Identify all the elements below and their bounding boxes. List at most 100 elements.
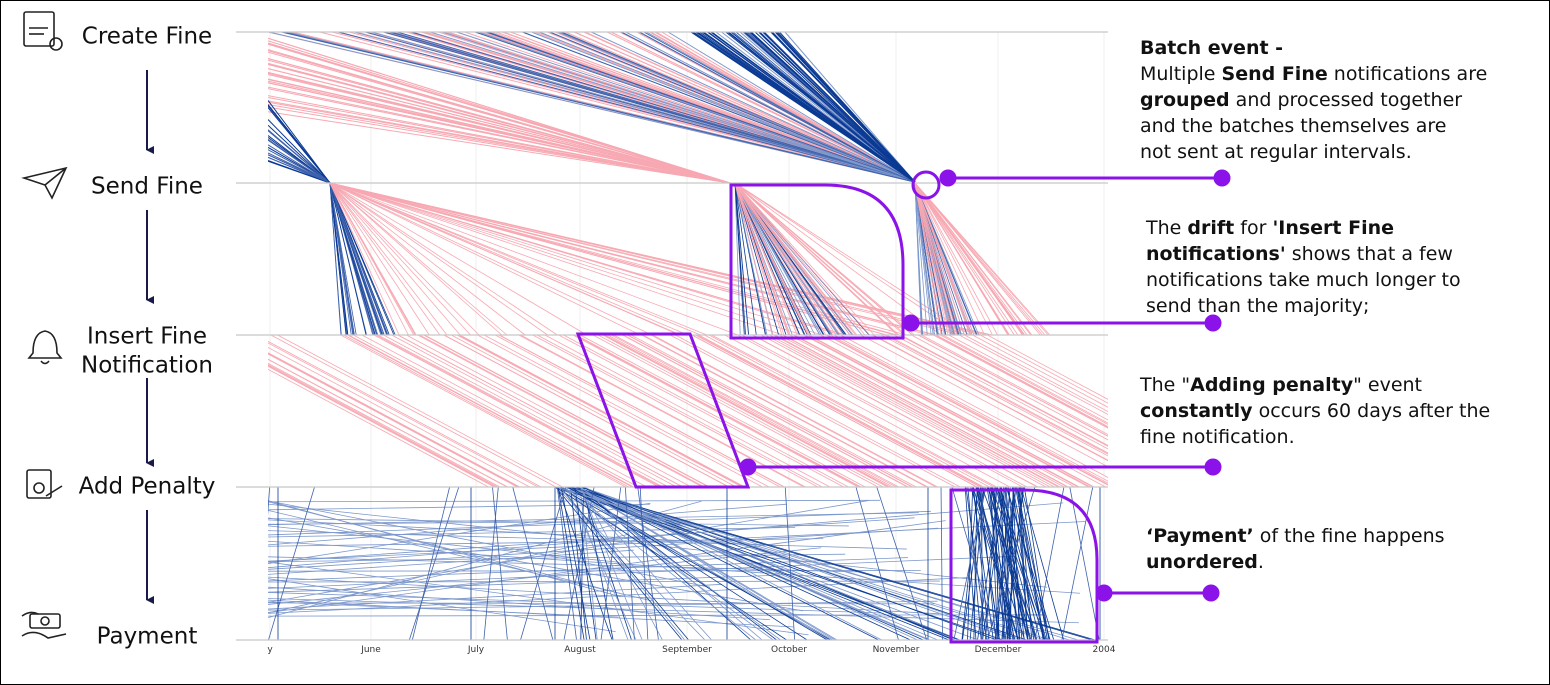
case-line xyxy=(268,57,731,184)
case-line xyxy=(566,486,1050,641)
case-line xyxy=(429,31,916,183)
case-line xyxy=(873,334,1108,461)
x-axis-label: October xyxy=(771,645,807,655)
case-line xyxy=(329,182,480,336)
case-line xyxy=(268,49,731,184)
case-line xyxy=(827,334,1108,485)
case-line xyxy=(641,334,927,488)
case-line xyxy=(576,486,960,641)
case-line xyxy=(752,334,1038,488)
connectors xyxy=(739,169,1231,602)
case-line xyxy=(708,334,995,488)
case-line xyxy=(914,182,998,336)
case-line xyxy=(734,182,841,336)
case-line xyxy=(590,31,916,183)
case-line xyxy=(624,486,635,641)
case-line xyxy=(1019,486,1048,641)
case-line xyxy=(559,486,960,641)
case-line xyxy=(571,486,938,641)
case-line xyxy=(734,182,774,336)
case-line xyxy=(329,182,548,336)
case-line xyxy=(570,486,931,641)
annotation-text: constantly xyxy=(1140,400,1253,422)
annotation-text: Send Fine xyxy=(1222,63,1328,85)
case-line xyxy=(744,31,916,183)
case-line xyxy=(555,486,1079,641)
case-line xyxy=(268,340,542,488)
case-line xyxy=(1012,486,1021,641)
penalty-highlight xyxy=(575,332,751,489)
case-line xyxy=(734,182,816,336)
case-line xyxy=(329,182,823,336)
case-line xyxy=(268,503,1048,588)
case-line xyxy=(625,31,916,183)
case-line xyxy=(991,486,1046,641)
case-line xyxy=(727,31,916,183)
annotation-text: notifications' xyxy=(1146,243,1286,265)
connector-dot xyxy=(739,458,757,476)
case-line xyxy=(268,71,731,184)
case-line xyxy=(987,486,1036,641)
case-line xyxy=(973,486,978,641)
case-line xyxy=(669,334,956,488)
case-line xyxy=(627,334,914,488)
case-line xyxy=(872,334,1108,462)
case-line xyxy=(277,334,563,488)
case-line xyxy=(532,334,819,488)
annotation-text: ‘Payment’ xyxy=(1146,525,1254,547)
case-line xyxy=(734,182,875,336)
case-line xyxy=(268,368,489,488)
case-line xyxy=(557,486,585,641)
case-line xyxy=(268,82,731,184)
case-line xyxy=(789,334,1075,488)
case-line xyxy=(643,31,916,183)
stage-label: Payment xyxy=(97,624,198,650)
case-line xyxy=(329,182,471,336)
annotation-line: The drift for 'Insert Fine xyxy=(1145,217,1394,239)
case-line xyxy=(268,614,1044,617)
case-lines xyxy=(268,31,1108,641)
case-line xyxy=(899,334,1108,447)
case-line xyxy=(268,530,907,550)
case-line xyxy=(477,334,763,488)
annotation-line: Multiple Send Fine notifications are xyxy=(1140,63,1487,85)
case-line xyxy=(807,334,1094,488)
case-line xyxy=(965,486,987,641)
case-line xyxy=(329,182,376,336)
highlights xyxy=(575,170,1099,644)
case-line xyxy=(456,334,743,488)
case-line xyxy=(268,503,787,546)
case-line xyxy=(340,334,626,488)
annotation-line: and the batches themselves are xyxy=(1140,115,1446,137)
case-line xyxy=(592,334,879,488)
case-line xyxy=(483,334,770,488)
annotation-text: Batch event - xyxy=(1140,37,1283,59)
case-line xyxy=(855,486,899,641)
case-line xyxy=(268,502,651,564)
case-line xyxy=(951,486,998,641)
case-line xyxy=(1001,486,1004,641)
case-line xyxy=(268,42,731,184)
case-line xyxy=(268,583,723,610)
case-line xyxy=(512,486,554,641)
case-line xyxy=(559,486,689,641)
case-line xyxy=(268,149,331,184)
case-line xyxy=(734,182,750,336)
case-line xyxy=(964,334,1108,413)
case-line xyxy=(914,182,961,336)
case-line xyxy=(914,182,938,336)
case-line xyxy=(268,352,519,488)
case-line xyxy=(268,509,655,602)
case-line xyxy=(329,182,993,336)
case-line xyxy=(734,182,790,336)
case-line xyxy=(999,486,1047,641)
annotation-text: and processed together xyxy=(1230,89,1463,111)
case-line xyxy=(734,182,942,336)
case-line xyxy=(921,334,1108,435)
case-line xyxy=(1006,486,1024,641)
case-line xyxy=(667,31,916,183)
case-line xyxy=(860,334,1108,468)
case-line xyxy=(329,182,708,336)
case-line xyxy=(268,144,331,184)
case-line xyxy=(560,486,591,641)
